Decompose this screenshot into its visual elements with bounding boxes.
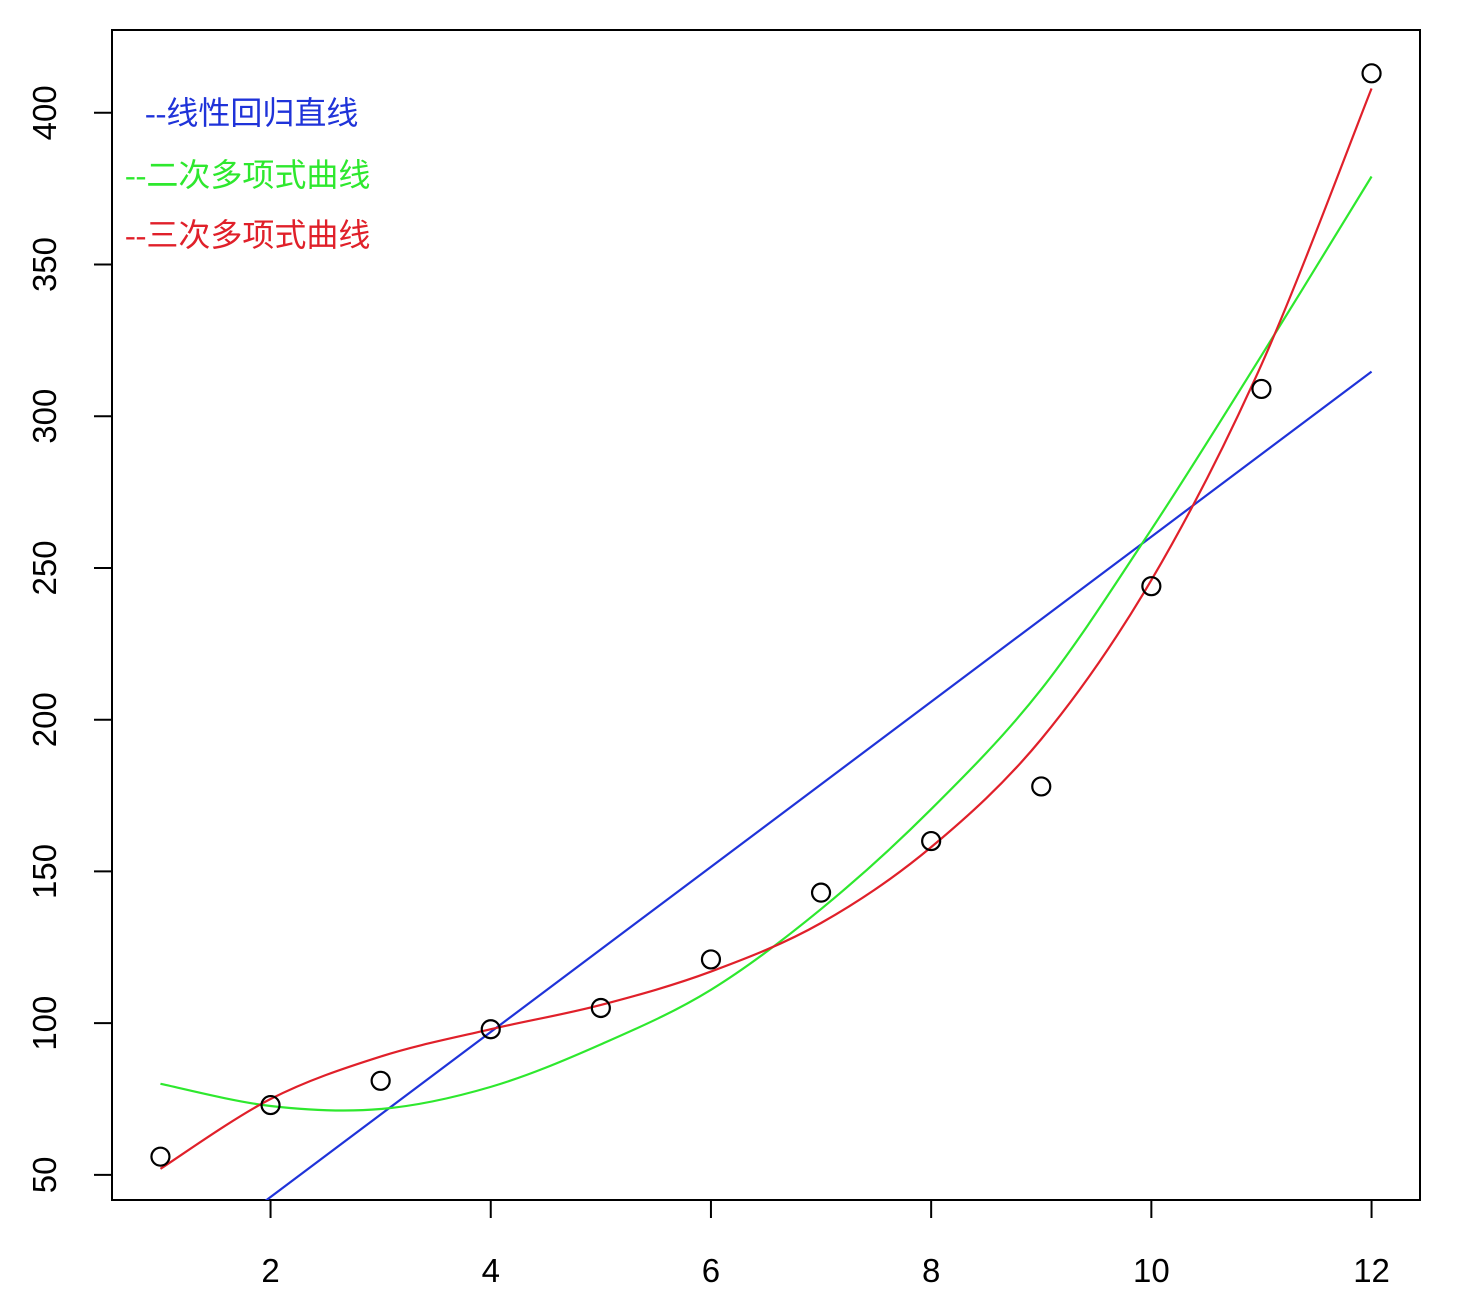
y-tick-label: 300 <box>26 389 63 444</box>
x-tick-label: 8 <box>922 1252 940 1289</box>
fit-lines <box>159 88 1373 1200</box>
point <box>1361 63 1382 84</box>
point <box>150 1146 171 1167</box>
legend-entry: --二次多项式曲线 <box>125 157 370 193</box>
point <box>810 882 832 903</box>
fit-line <box>159 88 1373 1170</box>
x-tick-label: 10 <box>1133 1252 1170 1289</box>
y-tick-label: 250 <box>26 540 63 595</box>
x-tick-label: 4 <box>482 1252 500 1289</box>
point <box>370 1070 391 1091</box>
x-tick-label: 12 <box>1353 1252 1390 1289</box>
y-tick-label: 50 <box>26 1157 63 1194</box>
point <box>921 830 942 852</box>
point <box>590 997 611 1019</box>
legend-entry: --三次多项式曲线 <box>125 217 370 253</box>
x-tick-label: 2 <box>261 1252 279 1289</box>
point <box>1031 776 1052 797</box>
y-tick-label: 150 <box>26 844 63 899</box>
x-tick-label: 6 <box>702 1252 720 1289</box>
y-tick-label: 350 <box>26 237 63 292</box>
legend-entry: --线性回归直线 <box>145 95 358 131</box>
y-tick-label: 400 <box>26 85 63 140</box>
y-tick-label: 200 <box>26 692 63 747</box>
point <box>1251 378 1272 400</box>
point <box>480 1019 501 1040</box>
point <box>700 949 722 970</box>
fit-line <box>264 370 1373 1200</box>
point <box>260 1094 281 1116</box>
point <box>1141 576 1162 597</box>
fit-line <box>160 175 1373 1112</box>
plot-frame <box>111 29 1421 1201</box>
y-tick-label: 100 <box>26 996 63 1051</box>
